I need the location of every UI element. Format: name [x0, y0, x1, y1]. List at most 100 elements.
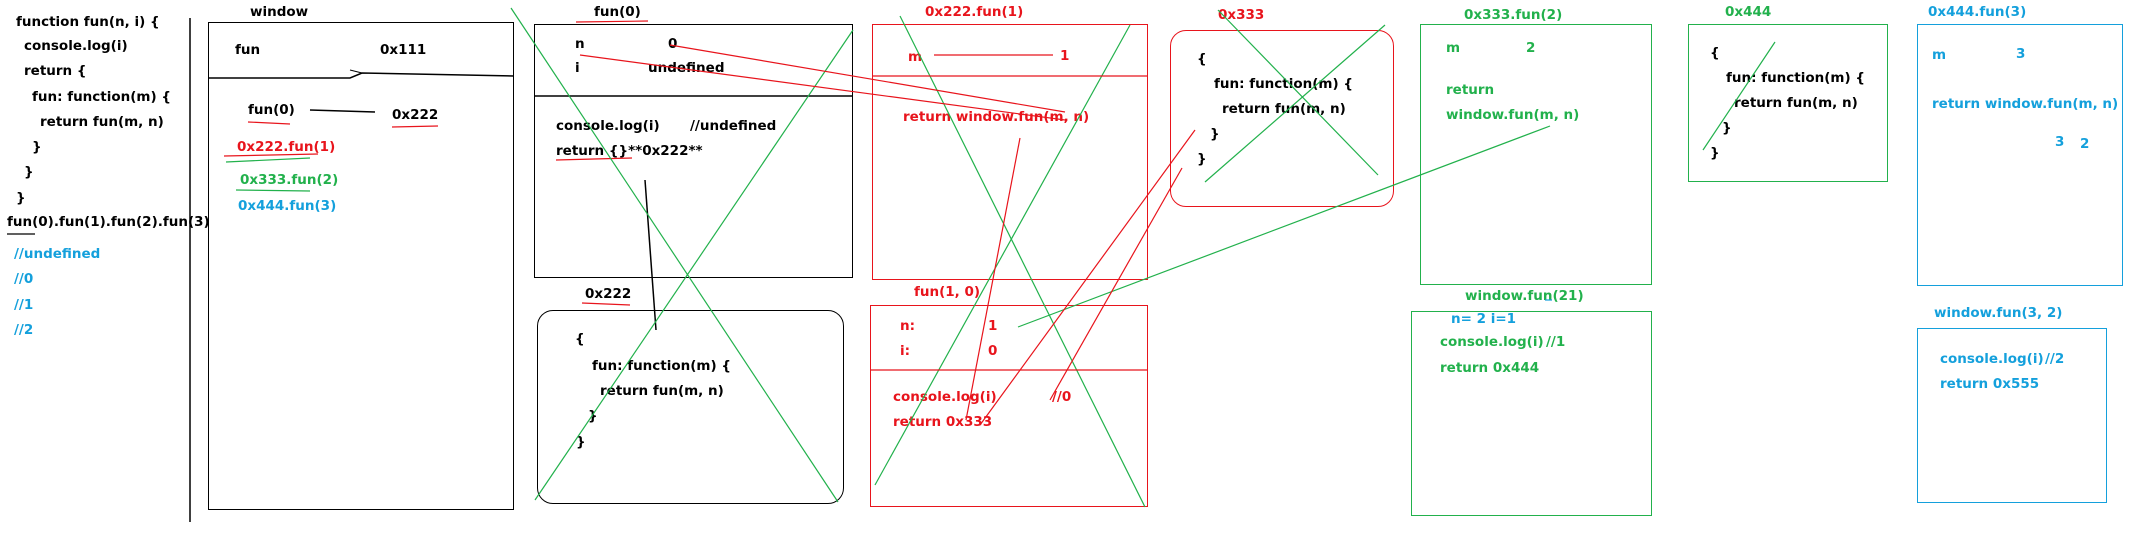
call-333-fun2: 0x333.fun(2): [240, 172, 339, 188]
frame-444-fun3: [1917, 24, 2123, 286]
object-222-title: 0x222: [585, 286, 632, 302]
frame-window-fun32-title: window.fun(3, 2): [1934, 305, 2063, 321]
underline-mark: [575, 20, 649, 23]
link-line: [1049, 167, 1183, 401]
console-log: console.log(i): [1940, 351, 2044, 367]
call-222-fun1: 0x222.fun(1): [237, 139, 336, 155]
code-line: return fun(m, n): [40, 114, 164, 130]
window-title: window: [250, 4, 309, 20]
call-fun0: fun(0): [248, 102, 295, 118]
fun0-frame: [534, 24, 853, 278]
object-line: }: [1710, 145, 1720, 161]
object-line: }: [1210, 126, 1220, 142]
frame-fun-1-0-title: fun(1, 0): [914, 284, 981, 300]
var-n-value: 0: [668, 36, 678, 52]
log-comment: //1: [1546, 334, 1566, 350]
frame-333-fun2-title: 0x333.fun(2): [1464, 7, 1563, 23]
object-line: {: [575, 331, 585, 347]
return-keyword: return: [1446, 82, 1495, 98]
call-chain: fun(0).fun(1).fun(2).fun(3): [7, 214, 210, 230]
code-line: }: [24, 164, 34, 180]
link-line: [644, 179, 657, 331]
frame-222-fun1: [872, 24, 1148, 280]
underline-mark: [225, 157, 311, 163]
return-statement: return window.fun(m, n): [903, 109, 1090, 125]
var-m-value: 2: [1526, 40, 1536, 56]
code-line: }: [16, 190, 26, 206]
link-line: [579, 54, 1066, 121]
link-line: [1017, 125, 1551, 328]
frame-window-fun21-title: window.fun(21): [1465, 288, 1584, 304]
return-statement: return 0x555: [1940, 376, 2040, 392]
object-line: }: [1722, 120, 1732, 136]
object-line: return fun(m, n): [1222, 101, 1346, 117]
output-line: //1: [14, 297, 34, 313]
underline-mark: [555, 157, 633, 161]
frame-window-fun32: [1917, 328, 2107, 503]
object-444-title: 0x444: [1725, 4, 1772, 20]
log-comment: //undefined: [690, 118, 777, 134]
output-line: //undefined: [14, 246, 101, 262]
address-222: 0x222: [392, 107, 439, 123]
link-line: [979, 129, 1196, 426]
link-line: [669, 44, 1066, 113]
underline-mark: [223, 153, 319, 157]
underline-mark: [247, 121, 291, 125]
cross-out-line: [899, 15, 1146, 508]
object-line: return fun(m, n): [1734, 95, 1858, 111]
code-line: return {: [24, 63, 87, 79]
frame-444-fun3-title: 0x444.fun(3): [1928, 4, 2027, 20]
code-line: }: [32, 139, 42, 155]
code-line: fun: function(m) {: [32, 89, 171, 105]
log-comment: //0: [1052, 389, 1072, 405]
var-values: n= 2 i=1: [1451, 311, 1517, 327]
return-statement: return {}**0x222**: [556, 143, 703, 159]
object-line: {: [1197, 51, 1207, 67]
var-i-label: i: [575, 60, 580, 76]
frame-window-fun21: [1411, 311, 1652, 516]
var-n-value: 1: [988, 318, 998, 334]
return-expression: window.fun(m, n): [1446, 107, 1580, 123]
var-n-label: n: [575, 36, 585, 52]
annotation-value: 2: [2080, 136, 2090, 152]
code-line: function fun(n, i) {: [16, 14, 160, 30]
panel-divider: [208, 72, 515, 79]
annotation-value: 3: [2055, 134, 2065, 150]
object-line: {: [1710, 45, 1720, 61]
underline-mark: [581, 302, 631, 306]
object-444: [1688, 24, 1888, 182]
cross-out-line: [534, 29, 854, 501]
log-comment: //2: [2045, 351, 2065, 367]
object-333: [1170, 30, 1394, 207]
var-n-label: n:: [900, 318, 916, 334]
var-m-value: 1: [1060, 48, 1070, 64]
return-statement: return 0x333: [893, 414, 993, 430]
object-line: }: [576, 434, 586, 450]
link-line: [965, 137, 1021, 421]
object-line: fun: function(m) {: [1214, 76, 1353, 92]
call-444-fun3: 0x444.fun(3): [238, 198, 337, 214]
pointer-line: [309, 109, 376, 113]
cross-out-line: [1217, 9, 1379, 176]
frame-fun-1-0: [870, 305, 1148, 507]
var-m-label: m: [1446, 40, 1461, 56]
frame-333-fun2: [1420, 24, 1652, 285]
fun-address: 0x111: [380, 42, 427, 58]
output-line: //2: [14, 322, 34, 338]
cross-out-line: [510, 7, 839, 503]
cross-out-line: [1204, 24, 1386, 183]
object-222: [537, 310, 844, 504]
object-line: }: [588, 408, 598, 424]
fun0-title: fun(0): [594, 4, 641, 20]
console-log: console.log(i): [1440, 334, 1544, 350]
object-line: }: [1197, 151, 1207, 167]
divider-tick: [349, 69, 363, 74]
underline-mark: [235, 189, 311, 192]
object-line: fun: function(m) {: [592, 358, 731, 374]
return-statement: return window.fun(m, n): [1932, 96, 2119, 112]
console-log: console.log(i): [556, 118, 660, 134]
code-line: console.log(i): [24, 38, 128, 54]
cross-out-line: [874, 24, 1131, 486]
var-m-value: 3: [2016, 46, 2026, 62]
